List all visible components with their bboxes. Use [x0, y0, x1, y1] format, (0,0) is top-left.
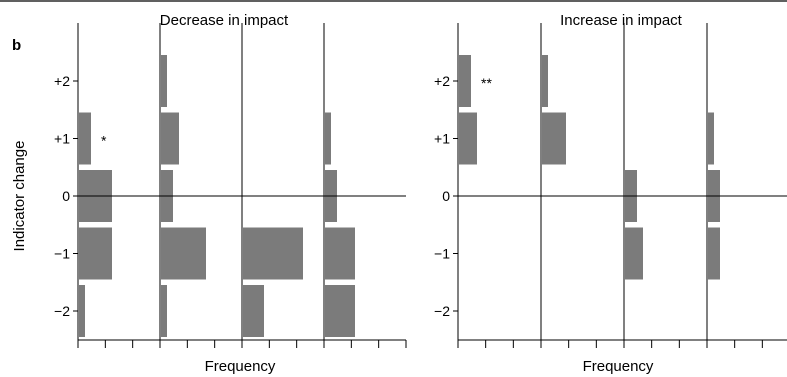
- chart-title: Decrease in impact: [160, 12, 289, 29]
- significance-marker: *: [101, 133, 107, 149]
- y-tick-label: +1: [434, 131, 450, 147]
- charts: Decrease in impact Indicator change +2 +1 0 −…: [11, 12, 787, 375]
- chart-title: Increase in impact: [560, 12, 683, 29]
- bar: [542, 55, 548, 107]
- bar: [161, 112, 179, 165]
- y-tick-label: +2: [434, 73, 450, 89]
- significance-marker: **: [481, 75, 492, 91]
- x-axis-label: Frequency: [205, 358, 276, 375]
- bar: [79, 285, 85, 337]
- bar: [708, 112, 714, 165]
- bar: [161, 285, 167, 337]
- y-tick-label: +2: [54, 73, 70, 89]
- bar: [542, 112, 566, 165]
- bar: [459, 112, 477, 165]
- x-axis-label: Frequency: [583, 358, 654, 375]
- y-tick-label: +1: [54, 131, 70, 147]
- y-tick-label: 0: [62, 188, 70, 204]
- bar: [161, 227, 206, 280]
- bar: [79, 112, 91, 165]
- bar: [708, 227, 720, 280]
- bar: [325, 227, 355, 280]
- bar: [625, 227, 643, 280]
- bar: [325, 285, 355, 337]
- y-axis-label: Indicator change: [11, 141, 28, 252]
- y-tick-label: 0: [442, 188, 450, 204]
- bar: [243, 227, 303, 280]
- bar: [161, 55, 167, 107]
- chart-panel-2: Increase in impact +2 +1 0 −1 −2 ** Frequency: [434, 12, 787, 375]
- bar: [243, 285, 264, 337]
- panel-label: b: [12, 37, 21, 54]
- bar: [325, 112, 331, 165]
- y-tick-label: −2: [54, 303, 70, 319]
- bar: [459, 55, 471, 107]
- y-tick-label: −1: [434, 246, 450, 262]
- bar: [79, 227, 112, 280]
- chart-panel-1: Decrease in impact Indicator change +2 +1 0 −…: [11, 12, 407, 375]
- y-tick-label: −2: [434, 303, 450, 319]
- y-tick-label: −1: [54, 246, 70, 262]
